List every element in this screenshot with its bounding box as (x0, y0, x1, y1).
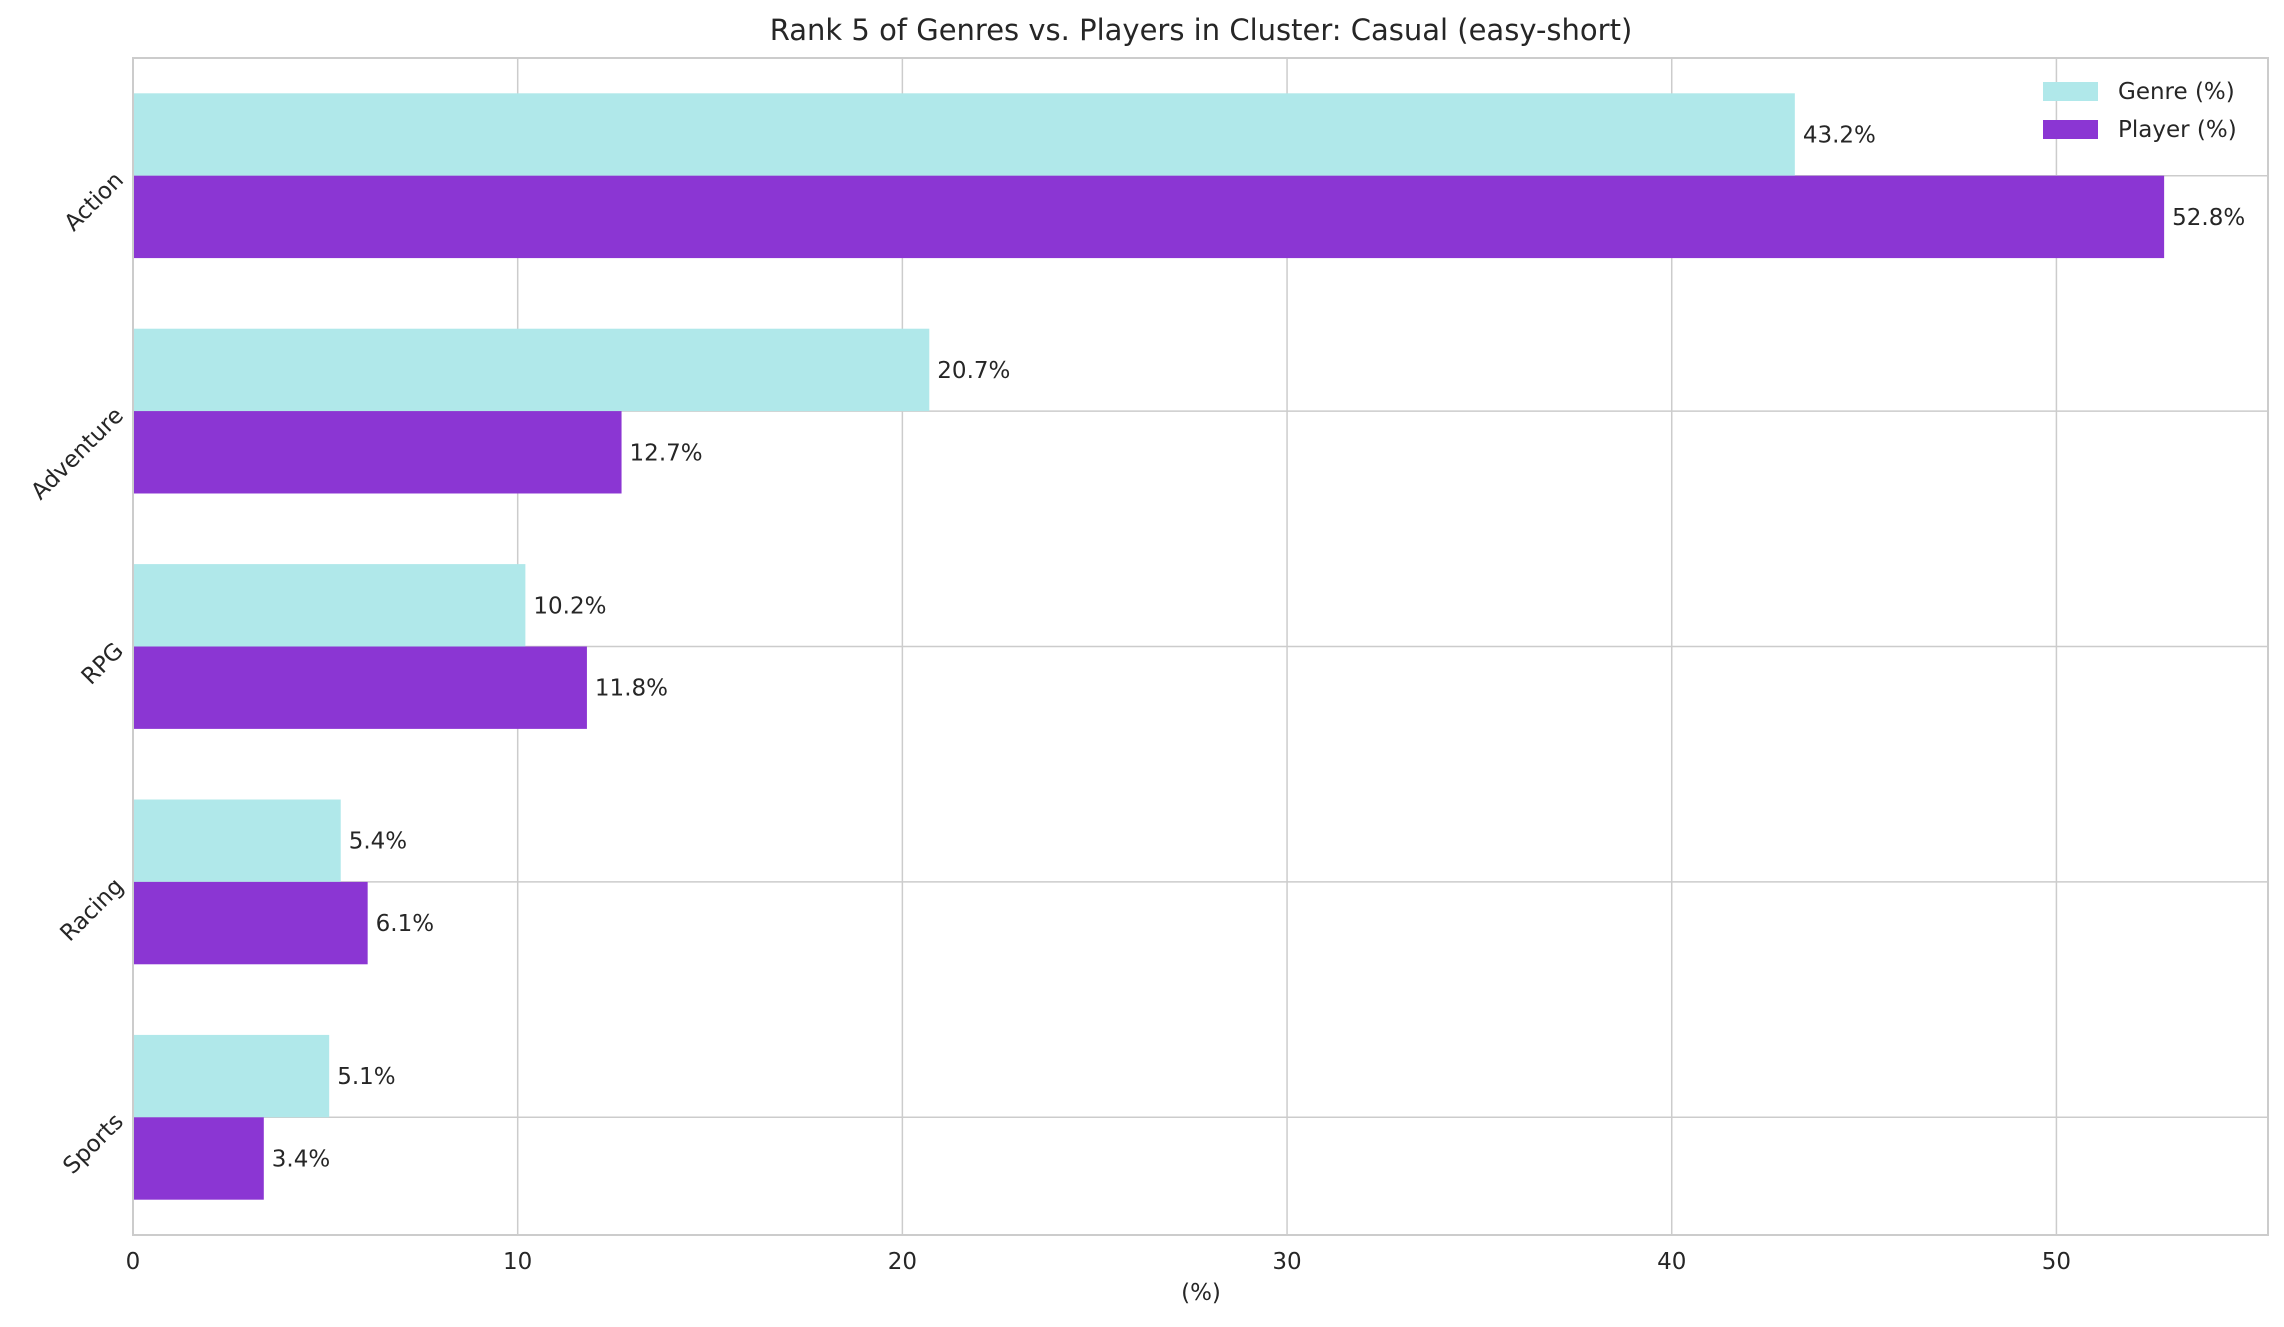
bar-player (133, 175, 2165, 259)
y-tick-label: Sports (58, 1109, 129, 1180)
value-labels: 43.2% 52.8% 20.7% 12.7% 10.2% 11.8% 5.4% 6.1% 5.… (272, 123, 2245, 1173)
bar-player (133, 646, 587, 729)
bar-genre (133, 564, 526, 647)
bar-value-label: 20.7% (937, 358, 1010, 384)
y-tick-label: Adventure (26, 403, 129, 506)
bar-genre (133, 328, 930, 412)
bar-value-label: 6.1% (376, 911, 434, 937)
bar-genre (133, 799, 341, 882)
bars (133, 93, 2165, 1200)
x-tick-label: 20 (888, 1249, 917, 1275)
legend-swatch (2043, 82, 2098, 101)
bar-genre (133, 1034, 330, 1118)
legend-label: Genre (%) (2118, 79, 2235, 105)
y-tick-label: RPG (77, 638, 129, 690)
plot-frame (132, 57, 2269, 1236)
legend-label: Player (%) (2118, 117, 2237, 143)
y-tick-label: Action (60, 167, 129, 236)
bar-value-label: 3.4% (272, 1146, 330, 1172)
y-tick-label: Racing (56, 873, 129, 946)
bar-value-label: 52.8% (2172, 205, 2245, 231)
x-tick-label: 50 (2042, 1249, 2071, 1275)
x-tick-label: 40 (1657, 1249, 1686, 1275)
bar-value-label: 5.1% (337, 1064, 395, 1090)
x-tick-label: 10 (503, 1249, 532, 1275)
bar-player (133, 881, 368, 965)
bar-value-label: 5.4% (349, 829, 407, 855)
bar-player (133, 411, 622, 494)
x-tick-label: 0 (126, 1249, 141, 1275)
legend-swatch (2043, 120, 2098, 139)
legend: Genre (%) Player (%) (2043, 79, 2237, 143)
chart-title: Rank 5 of Genres vs. Players in Cluster:… (770, 13, 1633, 47)
axes-frame (132, 57, 2269, 1236)
bar-genre (133, 93, 1795, 176)
bar-value-label: 12.7% (630, 440, 703, 466)
bar-value-label: 43.2% (1803, 123, 1876, 149)
bar-value-label: 10.2% (533, 593, 606, 619)
bar-player (133, 1117, 264, 1200)
x-tick-label: 30 (1272, 1249, 1301, 1275)
x-axis-label: (%) (1181, 1280, 1221, 1306)
bar-value-label: 11.8% (595, 676, 668, 702)
